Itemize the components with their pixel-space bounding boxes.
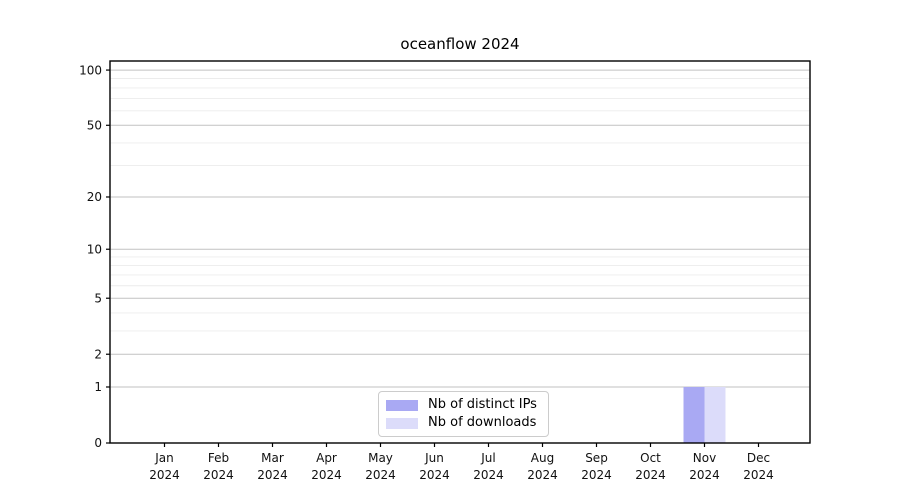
x-tick-label-year: 2024 bbox=[257, 468, 288, 482]
bar-nb-of-distinct-ips bbox=[683, 386, 705, 443]
bar-nb-of-downloads bbox=[704, 386, 726, 443]
chart-title: oceanflow 2024 bbox=[400, 35, 520, 53]
plot-border bbox=[109, 60, 811, 444]
x-tick-label-month: Aug bbox=[531, 451, 554, 465]
x-tick-label-year: 2024 bbox=[635, 468, 666, 482]
legend-swatch-distinct-ips bbox=[386, 399, 418, 411]
x-tick-label-year: 2024 bbox=[365, 468, 396, 482]
legend: Nb of distinct IPs Nb of downloads bbox=[378, 391, 549, 437]
y-tick-label: 1 bbox=[94, 380, 102, 394]
x-tick-label-month: Jul bbox=[480, 451, 495, 465]
x-tick-label-year: 2024 bbox=[311, 468, 342, 482]
x-tick-label-month: Jan bbox=[154, 451, 174, 465]
y-tick-label: 100 bbox=[79, 63, 102, 77]
x-tick-label-month: Jun bbox=[424, 451, 444, 465]
x-tick-label-month: Oct bbox=[640, 451, 661, 465]
y-tick-label: 5 bbox=[94, 291, 102, 305]
x-tick-label-month: Mar bbox=[261, 451, 284, 465]
legend-item-downloads: Nb of downloads bbox=[386, 415, 537, 431]
x-tick-label-month: Sep bbox=[585, 451, 608, 465]
x-tick-label-month: Apr bbox=[316, 451, 337, 465]
legend-label-distinct-ips: Nb of distinct IPs bbox=[428, 397, 537, 412]
x-tick-label-year: 2024 bbox=[581, 468, 612, 482]
x-tick-label-year: 2024 bbox=[419, 468, 450, 482]
x-tick-label-year: 2024 bbox=[527, 468, 558, 482]
x-tick-label-year: 2024 bbox=[203, 468, 234, 482]
x-tick-label-month: May bbox=[368, 451, 393, 465]
x-tick-label-month: Nov bbox=[693, 451, 716, 465]
x-tick-label-year: 2024 bbox=[149, 468, 180, 482]
x-tick-label-year: 2024 bbox=[743, 468, 774, 482]
x-tick-label-year: 2024 bbox=[473, 468, 504, 482]
y-tick-label: 20 bbox=[87, 190, 102, 204]
x-tick-label-month: Feb bbox=[208, 451, 229, 465]
x-tick-label-year: 2024 bbox=[689, 468, 720, 482]
y-tick-label: 10 bbox=[87, 242, 102, 256]
y-tick-label: 50 bbox=[87, 118, 102, 132]
legend-swatch-downloads bbox=[386, 417, 418, 429]
y-tick-label: 2 bbox=[94, 347, 102, 361]
legend-label-downloads: Nb of downloads bbox=[428, 415, 537, 430]
x-tick-label-month: Dec bbox=[747, 451, 770, 465]
y-tick-label: 0 bbox=[94, 436, 102, 450]
legend-item-distinct-ips: Nb of distinct IPs bbox=[386, 397, 537, 413]
